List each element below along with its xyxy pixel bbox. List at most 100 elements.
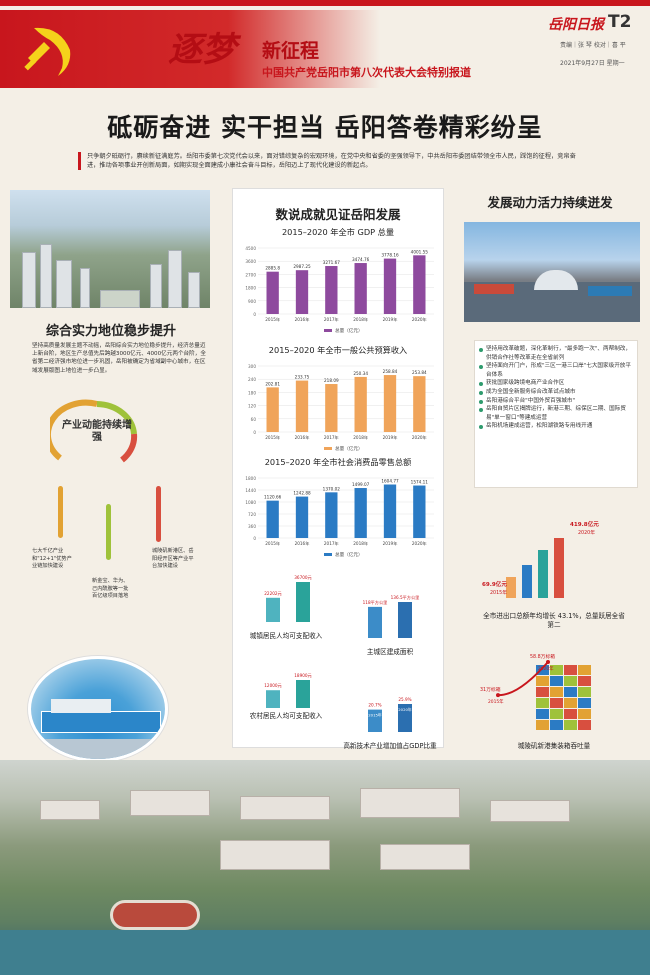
- revenue-chart: 0 60 120 180 240 300 202.81 2015年 233.75 2016年 218…: [248, 364, 434, 452]
- data-label: 3271.67: [323, 260, 341, 265]
- x-tick-label: 2019年: [383, 434, 398, 441]
- hitech-bar: [368, 709, 382, 732]
- retail-bar: [413, 485, 426, 538]
- urban-income-bar: [296, 582, 310, 622]
- container-block: [578, 720, 591, 730]
- y-tick-label: 2700: [245, 272, 256, 277]
- page-number: T2: [608, 12, 632, 32]
- trade-arrow-bar: [554, 538, 564, 598]
- x-tick-label: 2016年: [295, 540, 310, 547]
- y-tick-label: 1080: [245, 500, 256, 505]
- data-label: 1574.11: [411, 480, 429, 485]
- urban-area-bar: [368, 606, 382, 638]
- trade-arrow-bar: [522, 565, 532, 598]
- indicator-bar-1: [58, 486, 63, 538]
- ring-title: 产业动能持续增强: [62, 420, 132, 443]
- data-label: 250.34: [353, 371, 368, 376]
- throughput-point: [546, 660, 550, 664]
- reform-item: 获批国家级跨境电商产业合作区: [479, 379, 633, 388]
- gdp-chart: 0 900 1800 2700 3600 4500 2885.8 2015年 2987.25 20…: [245, 246, 434, 334]
- x-tick-label: 2016年: [295, 316, 310, 323]
- data-label: 253.84: [412, 370, 427, 375]
- data-label: 20.7%: [368, 703, 381, 708]
- y-tick-label: 120: [248, 404, 256, 409]
- reform-item: 坚持用改革破题，深化革制行，"最多跑一次"、两帮制改，供销合作社等改革走在全省前…: [479, 345, 633, 362]
- throughput-point: [496, 693, 500, 698]
- page-headline: 砥砺奋进 实干担当 岳阳答卷精彩纷呈: [107, 113, 543, 142]
- x-tick-label: 2019年: [383, 540, 398, 547]
- data-label: 419.8亿元: [570, 520, 599, 528]
- y-tick-label: 1440: [245, 488, 256, 493]
- reform-item: 岳阳港综合平台"中国外贸百强城市": [479, 397, 633, 406]
- data-label: 258.84: [383, 369, 398, 374]
- intro-paragraph: 只争朝夕砥砺行，赓续新征满庭芳。岳阳市委第七次党代会以来，面对错综复杂的宏观环境…: [78, 152, 578, 170]
- data-label: 2987.25: [293, 264, 311, 269]
- reform-list-box: 坚持用改革破题，深化革制行，"最多跑一次"、两帮制改，供销合作社等改革走在全省前…: [474, 340, 638, 488]
- rural-income-caption: 农村居民人均可支配收入: [249, 712, 323, 720]
- data-label: 69.9亿元: [482, 580, 507, 588]
- x-tick-label: 2020年: [578, 529, 595, 536]
- indicator-text-1: 七大千亿产业和"12+1"优势产业链加快建设: [32, 548, 72, 570]
- retail-chart-title: 2015–2020 年全市社会消费品零售总额: [264, 457, 412, 467]
- x-tick-label: 2015年: [265, 540, 280, 547]
- data-label: 3474.76: [352, 257, 370, 262]
- indicator-bar-2: [106, 504, 111, 560]
- revenue-bar: [295, 380, 309, 432]
- trade-caption: 全市进出口总额年均增长 43.1%，总量跃居全省第二: [483, 612, 625, 629]
- gdp-bar: [354, 263, 367, 314]
- container-block: [550, 698, 563, 708]
- x-tick-label: 2019年: [383, 316, 398, 323]
- data-label: 1499.07: [352, 482, 370, 487]
- indicator-text-2: 新金宝、华为、己内酰胺等一批百亿级项目落地: [92, 578, 129, 600]
- data-label: 4001.55: [411, 249, 429, 254]
- container-block: [564, 665, 577, 675]
- revenue-bar: [266, 387, 279, 432]
- container-block: [550, 665, 563, 675]
- data-label: 22202元: [264, 591, 282, 597]
- y-tick-label: 300: [248, 364, 256, 369]
- data-label: 1242.88: [293, 491, 311, 496]
- section-text-strength: 坚持高质量发展主题不动摇，岳阳综合实力地位稳步提升，经济总量迈上新台阶，地区生产…: [32, 343, 206, 374]
- container-block: [578, 698, 591, 708]
- indicator-text-3: 城陵矶新港区、岳阳经开区等产业平台加快建设: [152, 548, 194, 570]
- data-label: 2885.8: [265, 266, 280, 271]
- y-tick-label: 4500: [245, 246, 256, 251]
- revenue-bar: [325, 384, 338, 432]
- container-block: [564, 709, 577, 719]
- reform-item: 坚持面向开门户，形成"三区一港三口岸"七大国家级开放平台体系: [479, 362, 633, 379]
- container-block: [564, 720, 577, 730]
- trade-arrow-bar: [506, 577, 516, 598]
- revenue-bar: [354, 376, 367, 432]
- container-block: [564, 687, 577, 697]
- retail-bar: [266, 500, 279, 538]
- gdp-bar: [383, 258, 397, 314]
- indicator-bar-3: [156, 486, 161, 542]
- data-label: 36700元: [294, 575, 312, 581]
- container-block: [550, 687, 563, 697]
- data-label: 3778.16: [381, 253, 399, 258]
- y-tick-label: 3600: [245, 259, 256, 264]
- container-block: [536, 709, 549, 719]
- x-tick-label: 2020年: [412, 540, 427, 547]
- data-label: 31万标箱: [480, 686, 501, 693]
- dream-calligraphy: 逐梦: [168, 30, 236, 70]
- urban-income-caption: 城镇居民人均可支配收入: [249, 632, 323, 640]
- container-block: [536, 720, 549, 730]
- x-tick-label: 2017年: [324, 540, 339, 547]
- city-lake-panorama-photo: [0, 760, 650, 975]
- y-tick-label: 0: [253, 536, 256, 541]
- reform-item: 岳阳自贸片区揭牌运行，新港三期、综保区二期、国际贸易"单一窗口"等建成运营: [479, 405, 633, 422]
- reform-item: 岳阳机场建成运营，松阳湖铁路专用线开通: [479, 422, 633, 431]
- urban-income-chart: 22202元 36700元: [264, 575, 312, 622]
- section-title-strength: 综合实力地位稳步提升: [45, 324, 176, 339]
- urban-area-caption: 主城区建成面积: [366, 648, 414, 656]
- port-aerial-photo: [464, 222, 640, 322]
- data-label: 202.81: [265, 381, 280, 386]
- section-title-vitality: 发展动力活力持续迸发: [487, 195, 613, 210]
- y-tick-label: 180: [248, 390, 256, 395]
- container-block: [578, 665, 591, 675]
- container-block: [564, 676, 577, 686]
- container-block: [536, 665, 549, 675]
